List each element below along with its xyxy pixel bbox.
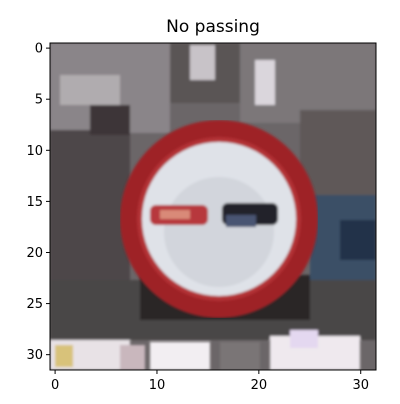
x-tick-label: 10 [149, 378, 166, 393]
traffic-sign-image [50, 43, 376, 370]
y-tick-label: 15 [26, 195, 43, 210]
x-tick-label: 0 [51, 378, 59, 393]
y-tick-label: 0 [35, 42, 43, 57]
y-tick-label: 10 [26, 144, 43, 159]
y-tick-label: 5 [35, 93, 43, 108]
chart-title: No passing [166, 17, 260, 37]
y-tick-label: 30 [26, 348, 43, 363]
axes-frame [49, 42, 377, 371]
no-passing-sign [120, 120, 318, 318]
x-tick-label: 30 [352, 378, 369, 393]
y-tick-label: 25 [26, 297, 43, 312]
y-tick-label: 20 [26, 246, 43, 261]
axis-ticks: 0 10 20 30 0 5 10 15 20 25 30 [26, 42, 369, 393]
x-tick-label: 20 [251, 378, 268, 393]
